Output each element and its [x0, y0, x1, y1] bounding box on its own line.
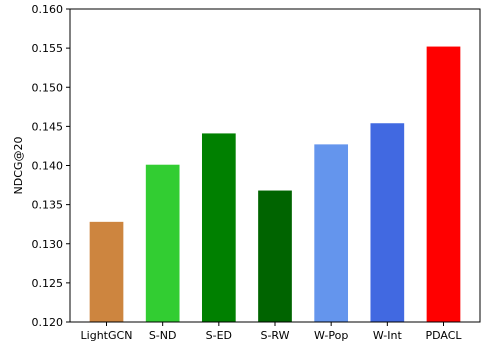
- bar-s-ed: [201, 133, 236, 322]
- bar-w-pop: [314, 144, 349, 322]
- y-tick-label: 0.135: [32, 199, 64, 212]
- y-tick-label: 0.140: [32, 160, 64, 173]
- x-axis: LightGCN S-ND S-ED S-RW W-Pop W-Int PDACL: [81, 322, 462, 342]
- bar-s-nd: [145, 164, 180, 322]
- x-tick-label: W-Pop: [314, 329, 348, 342]
- y-tick-label: 0.145: [32, 120, 64, 133]
- bar-w-int: [370, 123, 405, 323]
- y-tick-label: 0.150: [32, 81, 64, 94]
- x-tick-label: S-ND: [149, 329, 177, 342]
- bars-group: [89, 46, 461, 323]
- y-tick-label: 0.120: [32, 316, 64, 329]
- y-axis-label: NDCG@20: [12, 137, 25, 195]
- bar-s-rw: [258, 190, 292, 322]
- plot-frame: [69, 8, 481, 323]
- x-tick-label: LightGCN: [81, 329, 133, 342]
- bar-pdacl: [426, 46, 461, 323]
- x-tick-label: W-Int: [373, 329, 403, 342]
- y-tick-label: 0.125: [32, 277, 64, 290]
- x-tick-label: S-ED: [206, 329, 232, 342]
- y-tick-label: 0.155: [32, 42, 64, 55]
- y-axis: 0.120 0.125 0.130 0.135 0.140 0.145 0.150 0.155…: [32, 3, 70, 329]
- y-tick-label: 0.130: [32, 238, 64, 251]
- bar-lightgcn: [89, 221, 124, 322]
- y-tick-label: 0.160: [32, 3, 64, 16]
- x-tick-label: PDACL: [425, 329, 462, 342]
- x-tick-label: S-RW: [260, 329, 289, 342]
